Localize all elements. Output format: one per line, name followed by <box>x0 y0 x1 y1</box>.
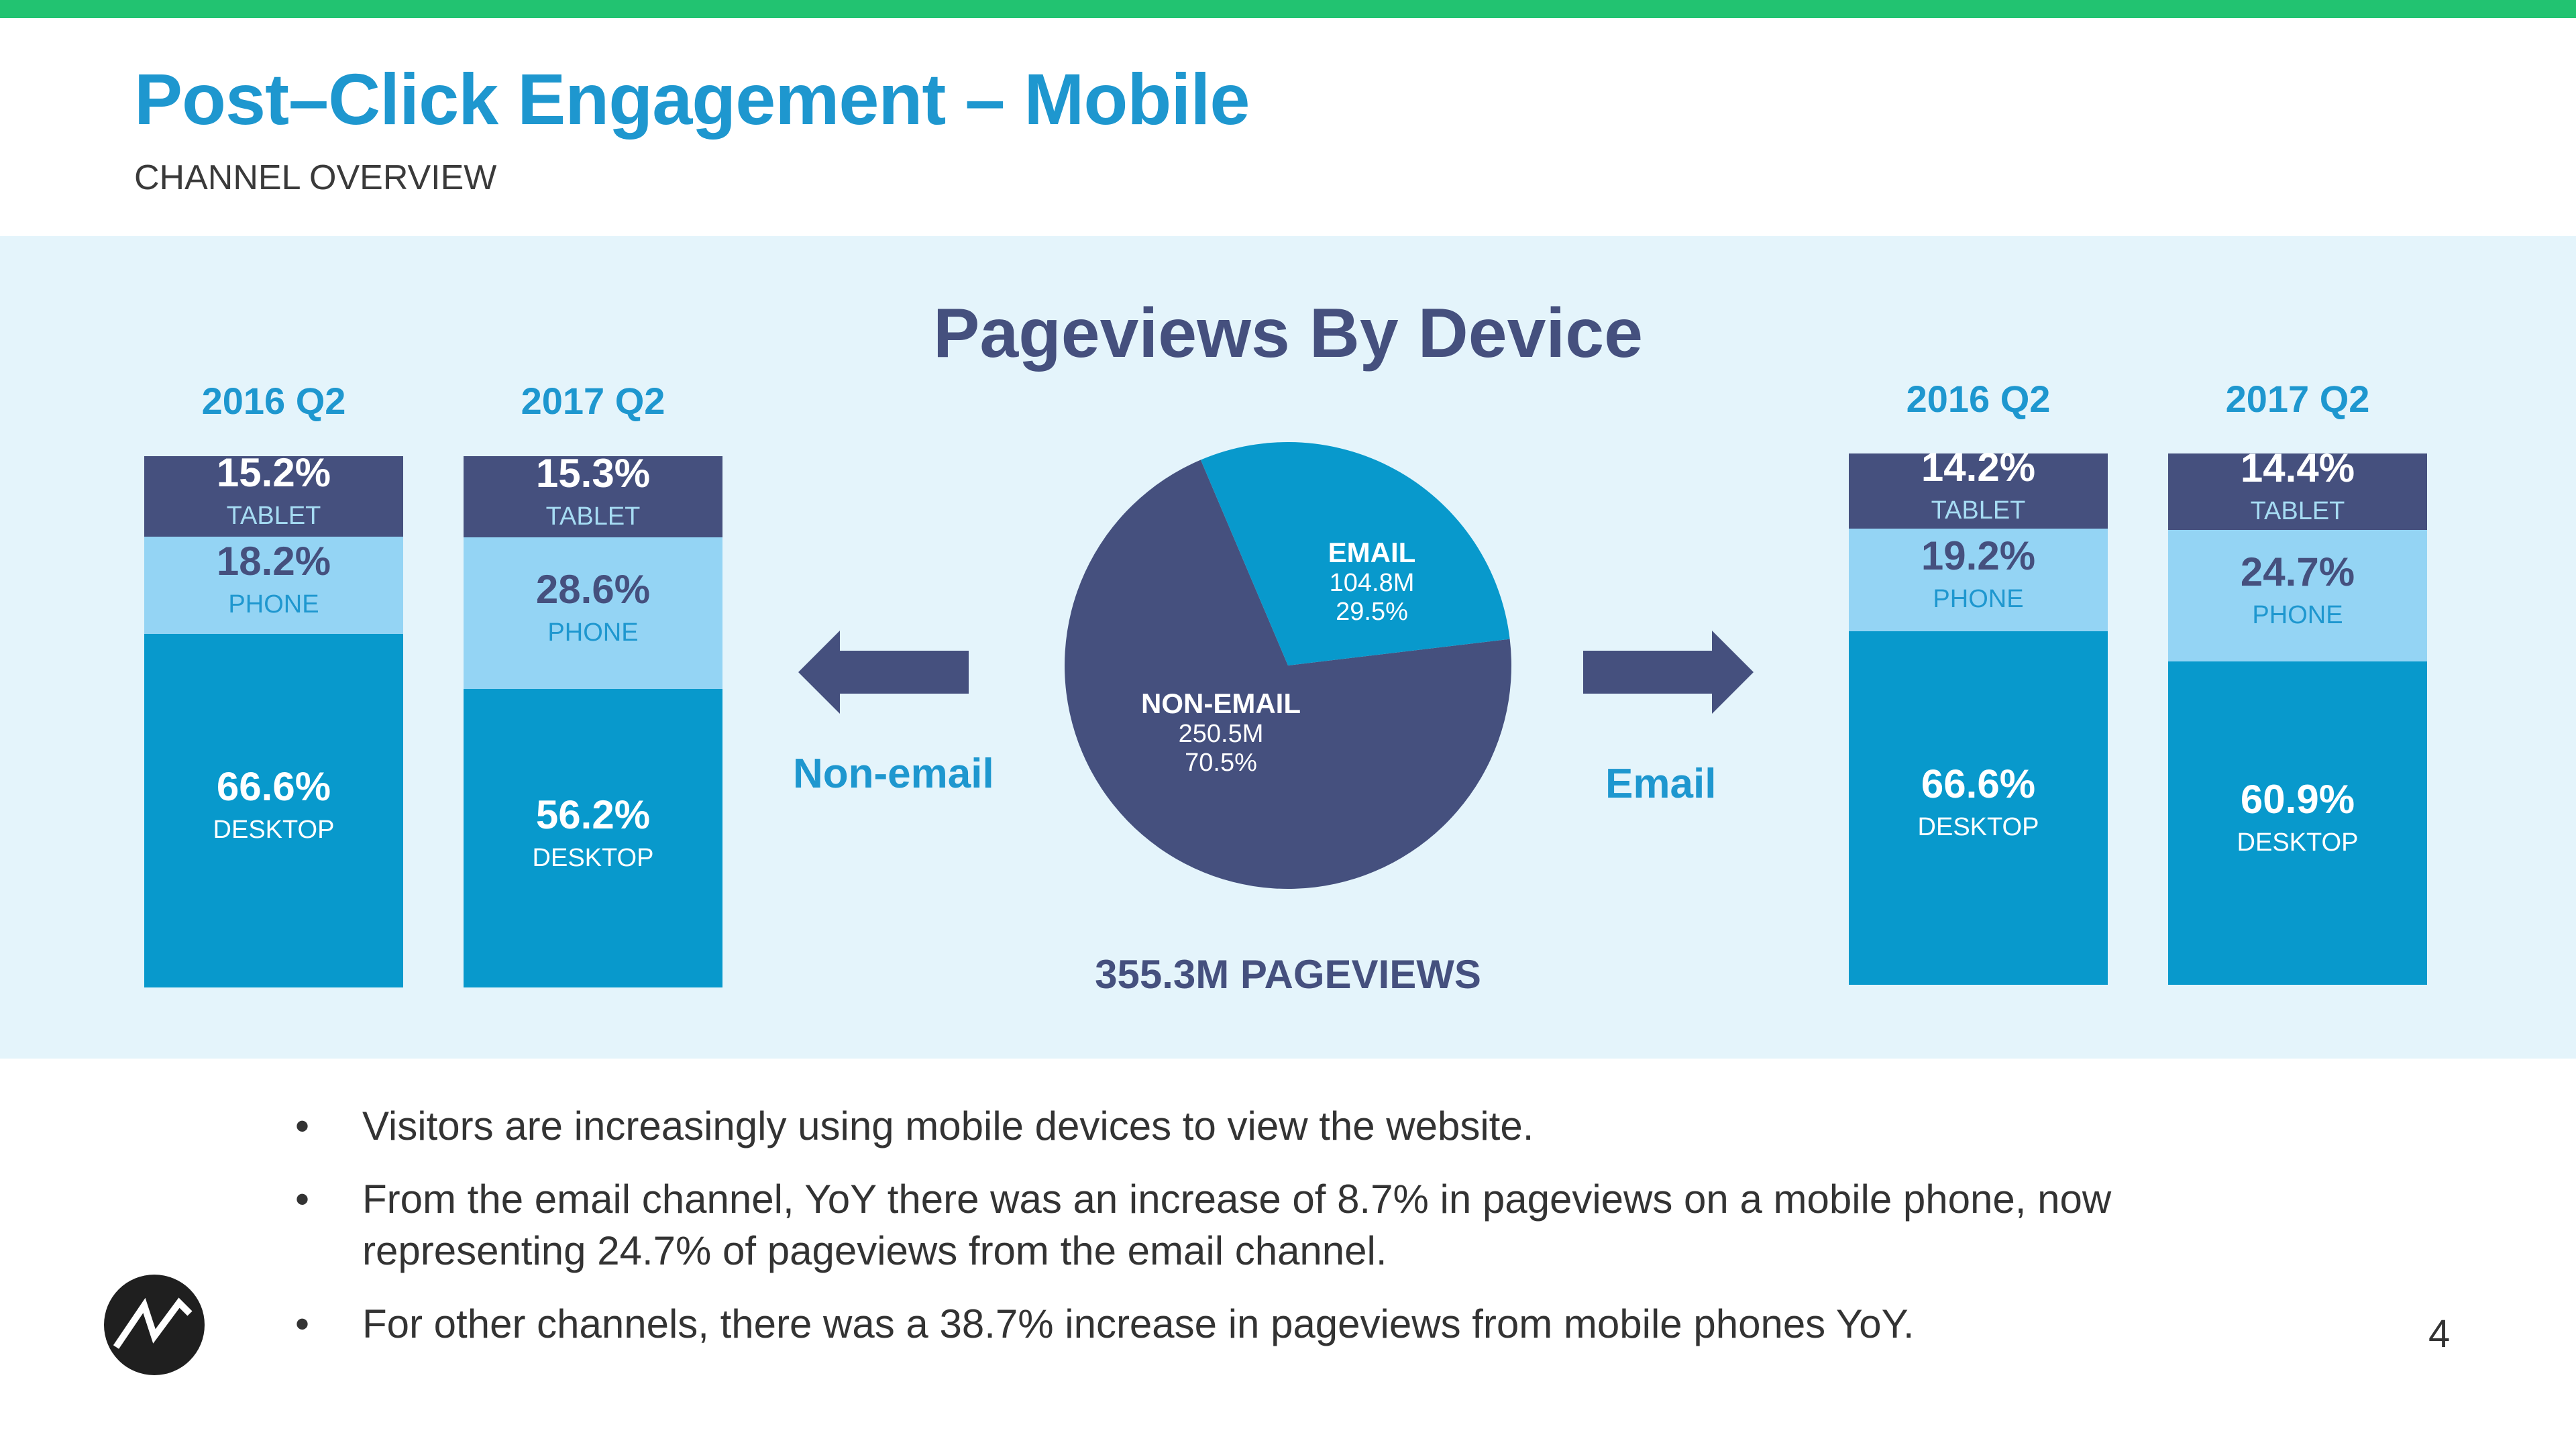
pie-label-email-name: EMAIL <box>1328 537 1416 568</box>
page-number: 4 <box>2428 1312 2451 1356</box>
pie-label-nonemail: NON-EMAIL 250.5M 70.5% <box>1120 688 1322 777</box>
page-subtitle: CHANNEL OVERVIEW <box>134 158 497 197</box>
total-pageviews-label: 355.3M PAGEVIEWS <box>1095 952 1481 997</box>
email-stacked-bar-2016: 14.2% TABLET 19.2% PHONE 66.6% DESKTOP <box>1849 445 2108 985</box>
bullet-text: From the email channel, YoY there was an… <box>362 1177 2112 1273</box>
pie-label-nonemail-percent: 70.5% <box>1185 749 1257 777</box>
email-2016-tablet-value: 14.2% <box>1921 445 2036 490</box>
nonemail-stacked-bar-2017: 15.3% TABLET 28.6% PHONE 56.2% DESKTOP <box>464 451 722 987</box>
bullet-dot: • <box>295 1104 310 1148</box>
page-title: Post–Click Engagement – Mobile <box>134 58 1250 140</box>
email-2016-tablet-label: TABLET <box>1931 496 2026 525</box>
email-2016-phone-value: 19.2% <box>1921 533 2036 579</box>
nonemail-2017-segment-desktop: 56.2% DESKTOP <box>464 689 722 987</box>
nonemail-col-label-2017: 2017 Q2 <box>521 380 665 422</box>
bullet-item: • Visitors are increasingly using mobile … <box>295 1100 2174 1152</box>
bullet-item: • For other channels, there was a 38.7% i… <box>295 1298 2174 1350</box>
bullet-dot: • <box>295 1177 310 1222</box>
email-2017-phone-label: PHONE <box>2252 600 2343 629</box>
email-2017-tablet-value: 14.4% <box>2240 445 2355 491</box>
email-col-label-2016: 2016 Q2 <box>1906 378 2051 420</box>
pageviews-pie-chart <box>1065 442 1511 889</box>
email-2016-desktop-label: DESKTOP <box>1917 813 2039 842</box>
nonemail-2016-tablet-value: 15.2% <box>216 450 331 496</box>
nonemail-2017-desktop-value: 56.2% <box>535 792 651 837</box>
right-arrow-icon <box>1583 631 1754 714</box>
nonemail-col-label-2016: 2016 Q2 <box>201 380 346 422</box>
pie-label-nonemail-name: NON-EMAIL <box>1141 688 1301 719</box>
nonemail-2016-desktop-value: 66.6% <box>216 764 331 810</box>
pie-label-email: EMAIL 104.8M 29.5% <box>1271 537 1472 627</box>
bullet-text: Visitors are increasingly using mobile d… <box>362 1104 1534 1148</box>
nonemail-2017-tablet-value: 15.3% <box>535 450 651 496</box>
company-logo-icon <box>104 1275 205 1375</box>
email-2016-desktop-value: 66.6% <box>1921 761 2036 807</box>
email-2017-tablet-label: TABLET <box>2250 497 2345 526</box>
email-2016-segment-phone: 19.2% PHONE <box>1849 529 2108 631</box>
nonemail-2016-desktop-label: DESKTOP <box>213 816 335 845</box>
nonemail-2016-segment-phone: 18.2% PHONE <box>144 537 403 634</box>
nonemail-2017-segment-tablet: 15.3% TABLET <box>464 451 722 538</box>
nonemail-2017-phone-label: PHONE <box>547 619 639 647</box>
left-arrow-icon <box>798 631 969 714</box>
bullet-text: For other channels, there was a 38.7% in… <box>362 1301 1915 1346</box>
chart-title: Pageviews By Device <box>933 294 1643 372</box>
nonemail-2016-phone-label: PHONE <box>228 590 319 619</box>
bullet-list: • Visitors are increasingly using mobile … <box>295 1100 2174 1371</box>
nonemail-2017-tablet-label: TABLET <box>545 502 641 531</box>
pie-label-nonemail-value: 250.5M <box>1178 720 1264 748</box>
nonemail-2016-phone-value: 18.2% <box>216 539 331 584</box>
nonemail-2017-phone-value: 28.6% <box>535 567 651 612</box>
email-2017-segment-phone: 24.7% PHONE <box>2168 530 2427 661</box>
email-2016-segment-desktop: 66.6% DESKTOP <box>1849 631 2108 985</box>
pie-slice-email <box>1200 442 1510 665</box>
pie-label-email-value: 104.8M <box>1329 569 1415 597</box>
email-2017-desktop-value: 60.9% <box>2240 776 2355 822</box>
email-stacked-bar-2017: 14.4% TABLET 24.7% PHONE 60.9% DESKTOP <box>2168 445 2427 985</box>
bullet-item: • From the email channel, YoY there was a… <box>295 1173 2174 1277</box>
email-2016-segment-tablet: 14.2% TABLET <box>1849 445 2108 529</box>
nonemail-stacked-bar-2016: 15.2% TABLET 18.2% PHONE 66.6% DESKTOP <box>144 450 403 987</box>
nonemail-label: Non-email <box>793 751 994 797</box>
email-col-label-2017: 2017 Q2 <box>2225 378 2370 420</box>
email-2017-segment-tablet: 14.4% TABLET <box>2168 445 2427 531</box>
nonemail-2016-segment-desktop: 66.6% DESKTOP <box>144 633 403 987</box>
email-2017-phone-value: 24.7% <box>2240 549 2355 594</box>
email-2017-segment-desktop: 60.9% DESKTOP <box>2168 661 2427 985</box>
nonemail-2017-segment-phone: 28.6% PHONE <box>464 537 722 690</box>
email-label: Email <box>1605 761 1717 807</box>
email-2017-desktop-label: DESKTOP <box>2237 828 2359 857</box>
bullet-dot: • <box>295 1301 310 1346</box>
email-2016-phone-label: PHONE <box>1933 585 2024 614</box>
pie-slice-nonemail <box>1065 460 1511 889</box>
top-accent-bar <box>0 0 2576 18</box>
pie-label-email-percent: 29.5% <box>1336 598 1408 626</box>
nonemail-2017-desktop-label: DESKTOP <box>532 843 654 872</box>
nonemail-2016-tablet-label: TABLET <box>226 502 321 531</box>
nonemail-2016-segment-tablet: 15.2% TABLET <box>144 450 403 537</box>
